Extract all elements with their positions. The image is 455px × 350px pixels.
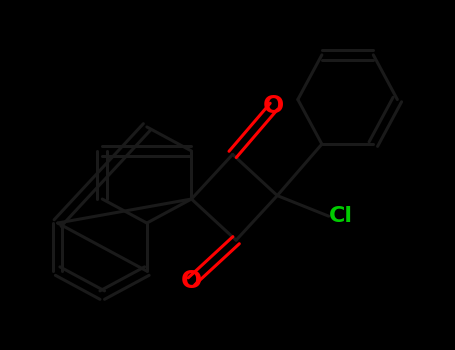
Text: O: O bbox=[263, 94, 284, 118]
Text: Cl: Cl bbox=[329, 206, 353, 226]
Text: O: O bbox=[181, 270, 202, 293]
